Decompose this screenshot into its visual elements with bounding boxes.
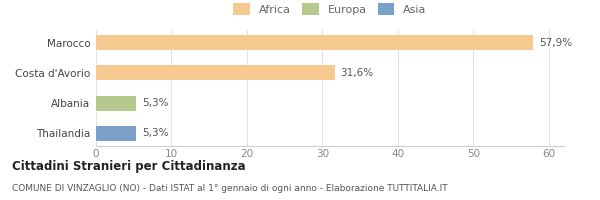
Text: 5,3%: 5,3% <box>142 128 169 138</box>
Text: 5,3%: 5,3% <box>142 98 169 108</box>
Legend: Africa, Europa, Asia: Africa, Europa, Asia <box>233 3 427 15</box>
Bar <box>96 65 335 80</box>
Text: 31,6%: 31,6% <box>341 68 374 78</box>
Text: Cittadini Stranieri per Cittadinanza: Cittadini Stranieri per Cittadinanza <box>12 160 245 173</box>
Bar <box>96 35 533 50</box>
Text: 57,9%: 57,9% <box>539 38 572 48</box>
Bar <box>96 96 136 111</box>
Bar <box>96 126 136 141</box>
Text: COMUNE DI VINZAGLIO (NO) - Dati ISTAT al 1° gennaio di ogni anno - Elaborazione : COMUNE DI VINZAGLIO (NO) - Dati ISTAT al… <box>12 184 448 193</box>
